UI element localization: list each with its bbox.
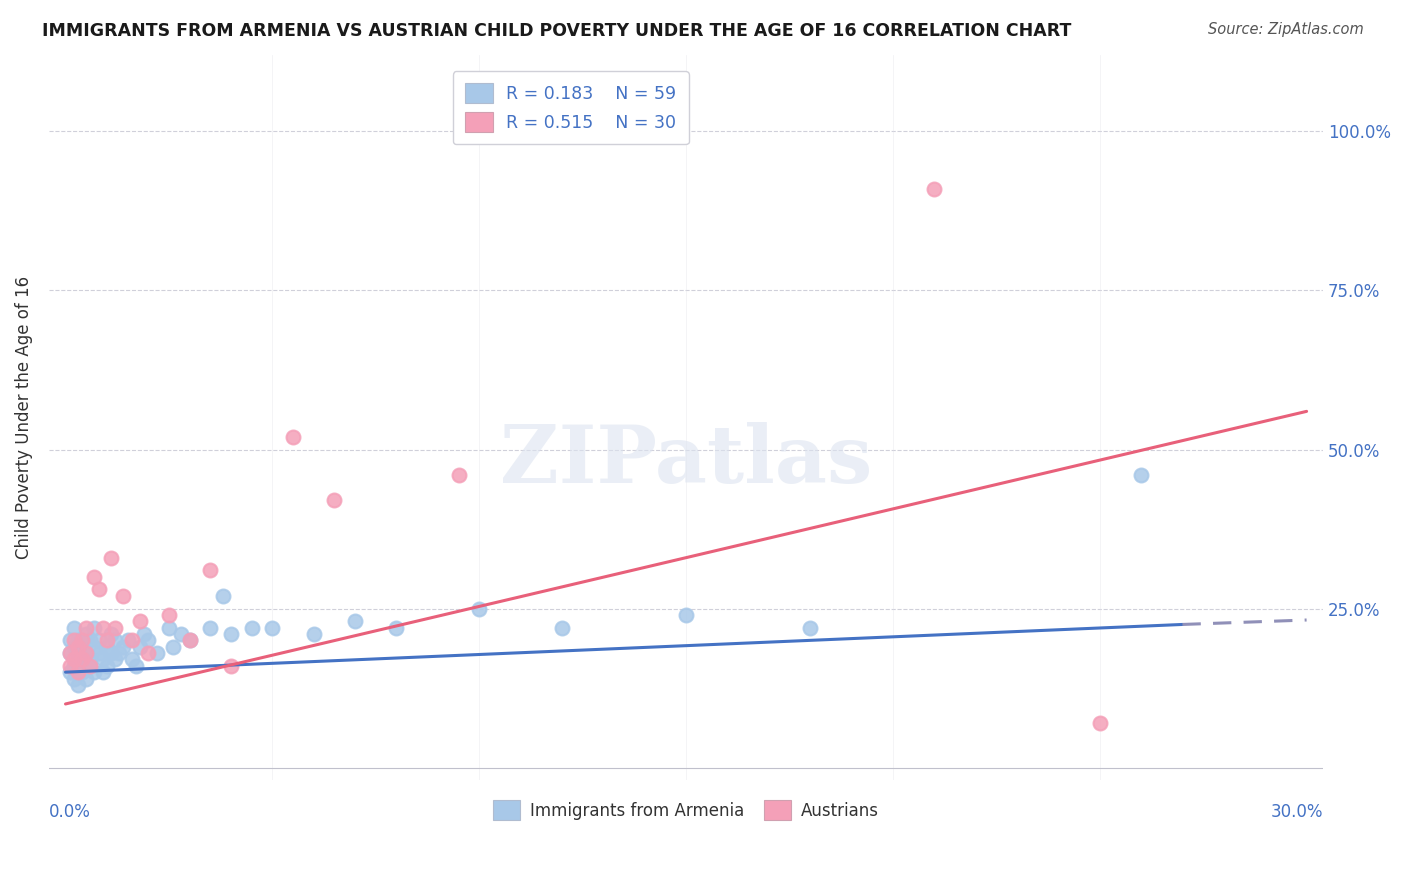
Point [62,633,84,648]
Point [79,658,101,673]
Point [91,665,114,680]
Point [83,621,105,635]
Point [66,678,89,692]
Point [136,646,159,660]
Point [200,621,222,635]
Point [240,621,263,635]
Point [179,633,201,648]
Point [66,658,89,673]
Point [66,633,89,648]
Point [75,672,97,686]
Point [125,658,148,673]
Point [112,589,135,603]
Point [75,646,97,660]
Point [104,621,127,635]
Point [87,582,110,597]
Point [281,430,304,444]
Point [104,633,127,648]
Point [211,589,233,603]
Point [70,633,93,648]
Point [62,658,84,673]
Point [96,633,118,648]
Point [136,633,159,648]
Point [1130,467,1153,482]
Point [79,658,101,673]
Point [62,652,84,666]
Point [675,607,697,622]
Point [70,665,93,680]
Point [75,621,97,635]
Text: ZIPatlas: ZIPatlas [501,422,872,500]
Point [157,607,180,622]
Point [83,640,105,654]
Point [117,633,139,648]
Point [62,621,84,635]
Point [219,627,242,641]
Point [385,621,408,635]
Point [96,640,118,654]
Point [108,646,131,660]
Point [70,652,93,666]
Point [200,563,222,577]
Point [79,633,101,648]
Point [344,614,367,628]
Point [75,646,97,660]
Point [79,652,101,666]
Point [121,633,143,648]
Text: 30.0%: 30.0% [1271,803,1323,821]
Point [59,646,82,660]
Point [302,627,325,641]
Point [87,633,110,648]
Point [157,621,180,635]
Text: 0.0%: 0.0% [49,803,91,821]
Point [1088,716,1111,731]
Point [162,640,184,654]
Point [87,646,110,660]
Point [96,658,118,673]
Point [468,601,491,615]
Point [323,493,346,508]
Point [129,614,152,628]
Point [83,665,105,680]
Legend: Immigrants from Armenia, Austrians: Immigrants from Armenia, Austrians [486,794,886,826]
Point [59,658,82,673]
Text: Source: ZipAtlas.com: Source: ZipAtlas.com [1208,22,1364,37]
Point [179,633,201,648]
Point [83,570,105,584]
Point [70,652,93,666]
Point [134,627,156,641]
Point [66,640,89,654]
Point [112,640,135,654]
Point [70,640,93,654]
Point [799,621,821,635]
Point [100,627,122,641]
Point [59,646,82,660]
Point [62,640,84,654]
Y-axis label: Child Poverty Under the Age of 16: Child Poverty Under the Age of 16 [15,277,32,559]
Point [75,627,97,641]
Point [170,627,193,641]
Point [59,633,82,648]
Point [447,467,470,482]
Point [100,646,122,660]
Point [100,550,122,565]
Point [551,621,574,635]
Point [91,621,114,635]
Point [104,652,127,666]
Point [129,640,152,654]
Text: IMMIGRANTS FROM ARMENIA VS AUSTRIAN CHILD POVERTY UNDER THE AGE OF 16 CORRELATIO: IMMIGRANTS FROM ARMENIA VS AUSTRIAN CHIL… [42,22,1071,40]
Point [66,646,89,660]
Point [219,658,242,673]
Point [262,621,284,635]
Point [121,652,143,666]
Point [59,665,82,680]
Point [145,646,167,660]
Point [922,182,945,196]
Point [62,672,84,686]
Point [66,665,89,680]
Point [91,652,114,666]
